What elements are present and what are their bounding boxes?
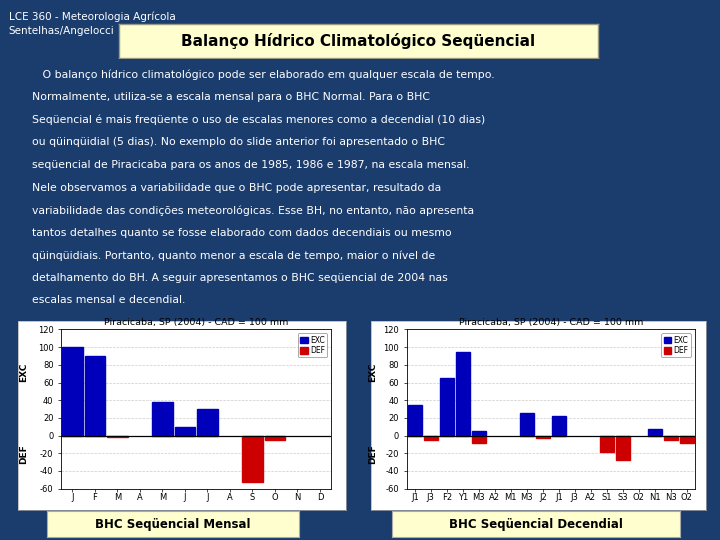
Polygon shape xyxy=(552,416,566,436)
Polygon shape xyxy=(197,409,217,436)
Polygon shape xyxy=(85,356,105,436)
Text: EXC: EXC xyxy=(19,363,28,382)
Text: seqüencial de Piracicaba para os anos de 1985, 1986 e 1987, na escala mensal.: seqüencial de Piracicaba para os anos de… xyxy=(32,160,470,170)
Text: ou qüinqüidial (5 dias). No exemplo do slide anterior foi apresentado o BHC: ou qüinqüidial (5 dias). No exemplo do s… xyxy=(32,137,446,147)
Polygon shape xyxy=(456,352,470,436)
Text: qüinqüidiais. Portanto, quanto menor a escala de tempo, maior o nível de: qüinqüidiais. Portanto, quanto menor a e… xyxy=(32,250,436,261)
Polygon shape xyxy=(647,429,662,436)
Text: Nele observamos a variabilidade que o BHC pode apresentar, resultado da: Nele observamos a variabilidade que o BH… xyxy=(32,183,441,193)
Polygon shape xyxy=(472,436,486,443)
Polygon shape xyxy=(423,436,438,440)
Text: LCE 360 - Meteorologia Agrícola: LCE 360 - Meteorologia Agrícola xyxy=(9,12,176,22)
Text: Normalmente, utiliza-se a escala mensal para o BHC Normal. Para o BHC: Normalmente, utiliza-se a escala mensal … xyxy=(32,92,431,102)
Title: Piracicaba, SP (2004) - CAD = 100 mm: Piracicaba, SP (2004) - CAD = 100 mm xyxy=(459,318,643,327)
Text: detalhamento do BH. A seguir apresentamos o BHC seqüencial de 2004 nas: detalhamento do BH. A seguir apresentamo… xyxy=(32,273,448,283)
Polygon shape xyxy=(472,431,486,436)
Polygon shape xyxy=(616,436,630,461)
Text: escalas mensal e decendial.: escalas mensal e decendial. xyxy=(32,295,186,306)
Text: Seqüencial é mais freqüente o uso de escalas menores como a decendial (10 dias): Seqüencial é mais freqüente o uso de esc… xyxy=(32,115,486,125)
Polygon shape xyxy=(243,436,263,482)
Legend: EXC, DEF: EXC, DEF xyxy=(298,333,328,357)
Polygon shape xyxy=(265,436,285,440)
Text: BHC Seqüencial Mensal: BHC Seqüencial Mensal xyxy=(95,518,251,531)
Polygon shape xyxy=(440,378,454,436)
Polygon shape xyxy=(63,347,83,436)
Polygon shape xyxy=(600,436,614,451)
Text: BHC Seqüencial Decendial: BHC Seqüencial Decendial xyxy=(449,518,624,531)
Polygon shape xyxy=(520,414,534,436)
Text: Balanço Hídrico Climatológico Seqüencial: Balanço Hídrico Climatológico Seqüencial xyxy=(181,33,535,49)
Polygon shape xyxy=(680,436,694,443)
Polygon shape xyxy=(664,436,678,440)
Text: DEF: DEF xyxy=(19,444,28,463)
Text: EXC: EXC xyxy=(368,363,377,382)
Polygon shape xyxy=(175,427,195,436)
Polygon shape xyxy=(408,404,422,436)
Text: O balanço hídrico climatológico pode ser elaborado em qualquer escala de tempo.: O balanço hídrico climatológico pode ser… xyxy=(32,70,495,80)
Polygon shape xyxy=(107,436,127,437)
Legend: EXC, DEF: EXC, DEF xyxy=(662,333,691,357)
Text: DEF: DEF xyxy=(368,444,377,463)
Polygon shape xyxy=(536,436,550,438)
Text: tantos detalhes quanto se fosse elaborado com dados decendiais ou mesmo: tantos detalhes quanto se fosse elaborad… xyxy=(32,228,452,238)
Text: Sentelhas/Angelocci: Sentelhas/Angelocci xyxy=(9,26,114,36)
Title: Piracicaba, SP (2004) - CAD = 100 mm: Piracicaba, SP (2004) - CAD = 100 mm xyxy=(104,318,289,327)
Text: variabilidade das condições meteorológicas. Esse BH, no entanto, não apresenta: variabilidade das condições meteorológic… xyxy=(32,205,474,215)
Polygon shape xyxy=(153,402,173,436)
